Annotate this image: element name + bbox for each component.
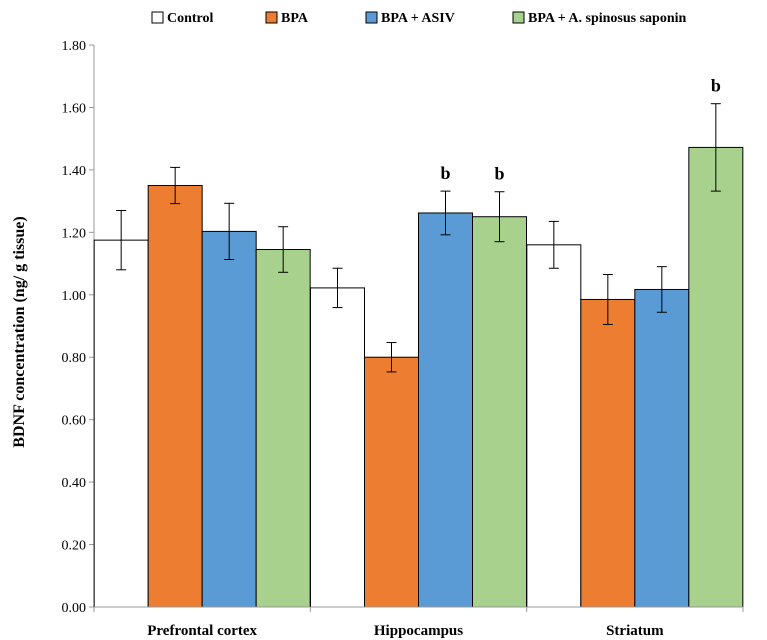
legend-label: BPA + A. spinosus saponin bbox=[528, 11, 687, 26]
bar bbox=[147, 185, 203, 608]
category-label: Hippocampus bbox=[374, 623, 463, 639]
bar bbox=[580, 298, 636, 608]
y-tick-label: 0.60 bbox=[62, 414, 87, 429]
y-tick-label: 1.60 bbox=[62, 101, 87, 116]
legend-label: BPA bbox=[281, 11, 309, 26]
significance-label: b bbox=[440, 163, 450, 183]
legend-label: BPA + ASIV bbox=[381, 11, 455, 26]
bar bbox=[201, 230, 257, 608]
y-axis-title: BDNF concentration (ng/ g tissue) bbox=[11, 216, 28, 447]
legend-swatch bbox=[151, 11, 164, 24]
legend-swatch bbox=[265, 11, 278, 24]
significance-label: b bbox=[494, 164, 504, 184]
bar bbox=[255, 249, 311, 608]
y-tick-label: 0.40 bbox=[62, 476, 87, 491]
bar bbox=[526, 244, 582, 608]
bars: b b b bbox=[93, 76, 744, 608]
bar bbox=[418, 212, 473, 608]
y-tick-label: 0.20 bbox=[62, 539, 87, 554]
y-tick-label: 1.00 bbox=[62, 289, 87, 304]
category-label: Prefrontal cortex bbox=[147, 623, 257, 639]
bar bbox=[93, 239, 149, 608]
x-axis: Prefrontal cortex Hippocampus Striatum bbox=[93, 606, 744, 639]
y-axis: 0.00 0.20 0.40 0.60 0.80 1.00 1.20 1.40 1.60 1.80 bbox=[62, 39, 95, 616]
y-tick-label: 0.80 bbox=[62, 351, 87, 366]
y-tick-label: 1.20 bbox=[62, 226, 87, 241]
y-tick-label: 1.40 bbox=[62, 164, 87, 179]
bar bbox=[472, 216, 527, 608]
y-tick-label: 1.80 bbox=[62, 39, 87, 54]
legend-swatch bbox=[365, 11, 378, 24]
bar bbox=[688, 146, 744, 608]
legend-swatch bbox=[512, 11, 525, 24]
y-tick-label: 0.00 bbox=[62, 601, 87, 616]
significance-label: b bbox=[711, 76, 721, 96]
legend-label: Control bbox=[167, 11, 214, 26]
legend: Control BPA BPA + ASIV BPA + A. spinosus sa… bbox=[151, 11, 687, 26]
category-label: Striatum bbox=[606, 623, 664, 639]
bar bbox=[310, 287, 365, 608]
bar bbox=[364, 356, 419, 608]
bar bbox=[634, 288, 690, 608]
